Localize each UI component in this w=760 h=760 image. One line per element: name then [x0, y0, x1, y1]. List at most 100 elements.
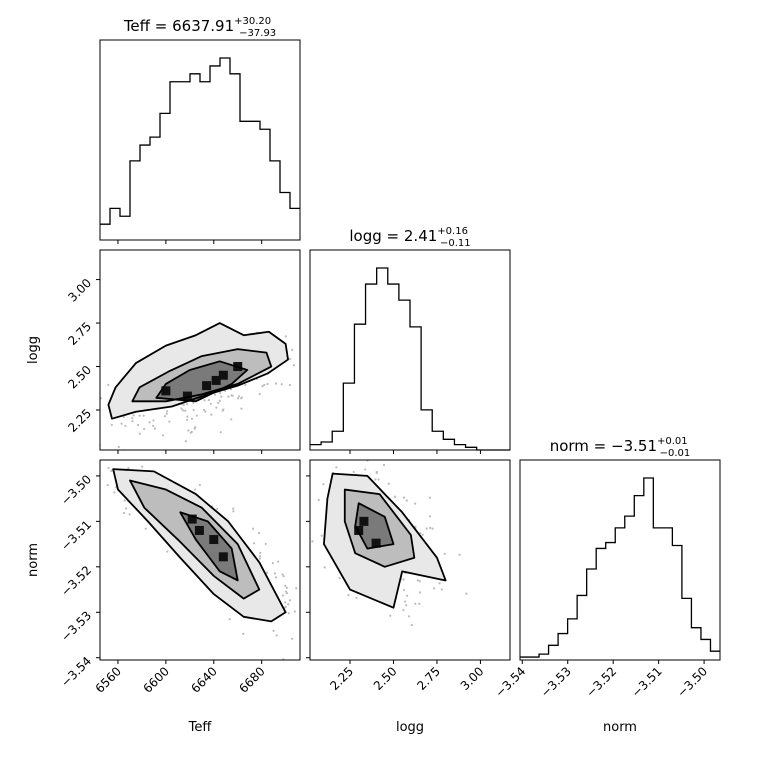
scatter-point: [418, 591, 421, 594]
scatter-point: [118, 442, 120, 444]
scatter-point: [210, 413, 213, 416]
scatter-point: [258, 555, 261, 558]
x-tick-label: 2.75: [414, 664, 443, 693]
scatter-point: [128, 513, 131, 516]
scatter-point: [333, 349, 335, 351]
panel-logg-vs-norm: [309, 428, 511, 661]
y-tick-label: 3.00: [65, 276, 94, 305]
scatter-point: [87, 454, 89, 456]
scatter-point: [237, 395, 241, 398]
scatter-point: [131, 420, 134, 423]
scatter-point: [166, 550, 169, 553]
scatter-point: [317, 498, 320, 501]
scatter-point: [438, 582, 441, 585]
scatter-point: [257, 531, 261, 535]
scatter-point: [107, 383, 110, 386]
y-tick-label: −3.53: [58, 608, 94, 644]
scatter-point: [148, 421, 151, 424]
scatter-point: [258, 557, 262, 560]
scatter-point: [266, 382, 269, 386]
scatter-point: [346, 455, 348, 457]
scatter-point: [161, 434, 165, 437]
panel-teff-vs-norm: [87, 442, 328, 661]
scatter-point: [348, 428, 350, 430]
scatter-point: [143, 451, 145, 453]
scatter-point: [152, 419, 155, 422]
scatter-point: [230, 394, 233, 397]
scatter-point: [145, 465, 147, 467]
density-block: [161, 386, 171, 396]
scatter-point: [184, 440, 187, 443]
scatter-point: [77, 452, 79, 454]
scatter-point: [367, 457, 369, 459]
scatter-point: [185, 403, 189, 406]
title-teff: Teff = 6637.91+30.20 −37.93: [123, 16, 276, 39]
scatter-point: [433, 587, 436, 590]
scatter-point: [186, 415, 189, 418]
scatter-point: [284, 601, 287, 604]
scatter-point: [402, 496, 406, 499]
scatter-point: [192, 401, 195, 405]
panel-teff-vs-logg: [77, 249, 335, 467]
contour-line: [107, 322, 289, 420]
contour-line: [112, 468, 287, 623]
x-tick-label: 6680: [236, 664, 267, 695]
panel-frame: [99, 459, 301, 661]
xlabel-teff: Teff: [188, 720, 213, 735]
scatter-point: [425, 527, 428, 530]
scatter-point: [232, 507, 235, 510]
scatter-point: [346, 445, 348, 447]
scatter-point: [418, 602, 421, 605]
scatter-point: [168, 420, 171, 423]
scatter-point: [240, 407, 243, 410]
scatter-point: [291, 348, 294, 351]
contour-line: [343, 488, 416, 568]
scatter-point: [347, 593, 350, 597]
scatter-point: [153, 427, 157, 430]
scatter-point: [356, 455, 358, 457]
scatter-point: [165, 412, 168, 415]
scatter-point: [402, 578, 405, 581]
scatter-point: [186, 418, 189, 421]
y-tick-label: −3.54: [58, 654, 94, 690]
panel-frame: [309, 249, 511, 451]
x-tick-label: −3.54: [492, 664, 528, 700]
scatter-point: [228, 618, 231, 621]
x-tick-label: 6600: [140, 664, 171, 695]
scatter-point: [274, 382, 278, 385]
scatter-point: [203, 399, 206, 402]
scatter-point: [184, 409, 187, 412]
scatter-point: [207, 398, 210, 402]
scatter-point: [284, 590, 288, 593]
scatter-point: [414, 602, 417, 605]
scatter-point: [144, 527, 147, 530]
scatter-point: [193, 488, 197, 491]
scatter-point: [293, 610, 296, 613]
scatter-point: [285, 592, 289, 595]
scatter-point: [410, 623, 413, 627]
scatter-point: [122, 415, 125, 419]
scatter-point: [287, 612, 290, 615]
scatter-point: [311, 540, 314, 543]
scatter-point: [218, 399, 221, 402]
scatter-point: [284, 584, 287, 587]
scatter-point: [264, 542, 267, 546]
scatter-point: [215, 406, 218, 409]
panel-frame: [99, 39, 301, 241]
scatter-point: [414, 502, 417, 505]
y-tick-label: −3.50: [58, 472, 94, 508]
scatter-point: [287, 603, 290, 606]
scatter-point: [261, 385, 264, 388]
hist-panel-logg: [309, 249, 511, 451]
scatter-point: [334, 453, 336, 455]
scatter-point: [387, 482, 390, 485]
scatter-point: [352, 470, 355, 474]
hist-panel-norm: [519, 459, 721, 661]
contour-line: [129, 479, 261, 600]
scatter-point: [355, 439, 357, 441]
y-tick-label: −3.52: [58, 563, 94, 599]
scatter-point: [402, 609, 405, 612]
scatter-point: [120, 422, 123, 425]
scatter-point: [132, 414, 135, 417]
scatter-point: [326, 631, 328, 633]
